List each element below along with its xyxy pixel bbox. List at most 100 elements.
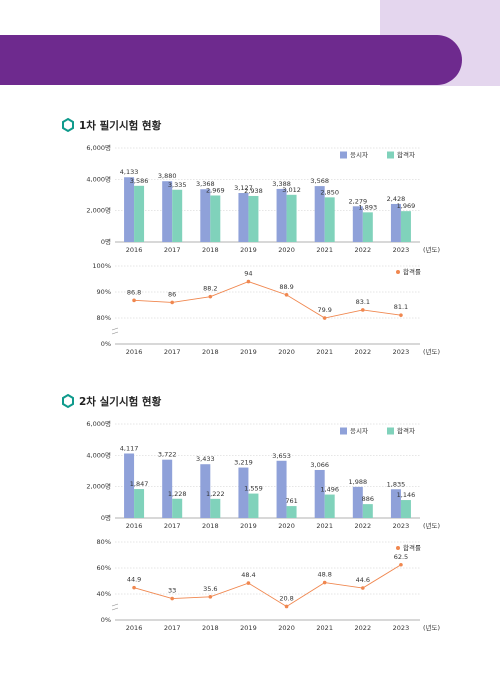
- value-label: 62.5: [394, 553, 408, 561]
- legend-label: 응시자: [350, 150, 368, 159]
- x-axis-label: (년도): [423, 347, 440, 356]
- bar: [162, 459, 173, 518]
- point: [132, 298, 136, 303]
- point: [284, 293, 289, 297]
- legend-label: 합격자: [397, 150, 415, 159]
- bar: [210, 195, 221, 242]
- bar: [210, 498, 221, 518]
- bar: [200, 189, 211, 242]
- value-label: 35.6: [203, 585, 217, 593]
- value-label: 1,496: [320, 486, 339, 494]
- value-label: 1,222: [206, 490, 225, 498]
- value-label: 3,368: [196, 180, 215, 188]
- y-tick-label: 2,000명: [86, 206, 111, 215]
- x-tick-label: 2019: [240, 522, 257, 530]
- value-label: 1,146: [397, 491, 416, 499]
- axis-break: [111, 327, 119, 331]
- y-tick-label: 4,000명: [86, 174, 111, 183]
- bar: [200, 464, 211, 518]
- value-label: 3,066: [310, 461, 329, 469]
- value-label: 88.2: [203, 285, 217, 293]
- value-label: 1,969: [397, 202, 416, 210]
- value-label: 86: [168, 290, 176, 298]
- point: [399, 562, 403, 567]
- value-label: 1,847: [130, 480, 149, 488]
- axis-break-gap: [112, 605, 118, 609]
- y-tick-label: 0%: [101, 616, 111, 624]
- x-tick-label: 2023: [393, 522, 410, 530]
- x-tick-label: 2019: [240, 246, 257, 254]
- y-tick-label: 2,000명: [86, 482, 111, 491]
- x-tick-label: 2016: [126, 348, 143, 356]
- x-tick-label: 2023: [393, 624, 410, 632]
- x-tick-label: 2016: [126, 522, 143, 530]
- bar: [400, 211, 411, 242]
- x-tick-label: 2020: [278, 522, 295, 530]
- bar: [352, 486, 363, 518]
- bar: [400, 500, 411, 518]
- value-label: 1,988: [349, 478, 368, 486]
- y-tick-label: 40%: [97, 590, 111, 598]
- x-tick-label: 2021: [316, 246, 333, 254]
- value-label: 1,893: [359, 203, 378, 211]
- value-label: 4,133: [120, 168, 139, 176]
- x-tick-label: 2022: [355, 348, 372, 356]
- x-tick-label: 2023: [393, 348, 410, 356]
- x-tick-label: 2021: [316, 348, 333, 356]
- bar: [172, 189, 183, 242]
- bar: [286, 194, 297, 242]
- legend-swatch: [396, 270, 400, 274]
- bar: [238, 193, 249, 242]
- axis-break: [111, 603, 119, 607]
- point: [322, 580, 327, 585]
- x-tick-label: 2020: [278, 624, 295, 632]
- value-label: 3,653: [272, 452, 291, 460]
- x-tick-label: 2017: [164, 246, 181, 254]
- value-label: 83.1: [356, 298, 370, 306]
- legend-swatch: [396, 546, 400, 550]
- value-label: 79.9: [317, 306, 331, 314]
- x-tick-label: 2019: [240, 348, 257, 356]
- value-label: 3,722: [158, 451, 177, 459]
- point: [361, 586, 365, 590]
- x-tick-label: 2022: [355, 624, 372, 632]
- value-label: 3,880: [158, 172, 177, 180]
- point: [361, 308, 365, 312]
- section-title: 1차 필기시험 현황: [79, 119, 162, 132]
- y-tick-label: 6,000명: [86, 143, 111, 152]
- legend-label: 응시자: [350, 426, 368, 435]
- value-label: 86.8: [127, 288, 141, 296]
- bar: [124, 177, 135, 242]
- point: [246, 581, 251, 585]
- legend-label: 합격률: [403, 267, 421, 276]
- x-tick-label: 2018: [202, 246, 219, 254]
- bar: [248, 493, 259, 518]
- value-label: 2,969: [206, 186, 225, 194]
- value-label: 761: [285, 497, 297, 505]
- banner: [0, 35, 462, 85]
- value-label: 3,012: [282, 186, 301, 194]
- x-tick-label: 2022: [355, 246, 372, 254]
- value-label: 48.8: [317, 571, 331, 579]
- x-tick-label: 2016: [126, 624, 143, 632]
- bar: [248, 195, 259, 242]
- axis-break: [111, 331, 119, 335]
- y-tick-label: 60%: [97, 564, 111, 572]
- y-tick-label: 6,000명: [86, 419, 111, 428]
- line: [133, 564, 402, 608]
- bar: [362, 212, 373, 242]
- axis-break: [111, 607, 119, 611]
- x-tick-label: 2017: [164, 522, 181, 530]
- legend-label: 합격률: [403, 543, 421, 552]
- value-label: 3,568: [310, 177, 329, 185]
- bar: [276, 460, 287, 518]
- x-axis-label: (년도): [423, 245, 440, 254]
- value-label: 81.1: [394, 303, 408, 311]
- bar: [314, 469, 325, 518]
- point: [246, 279, 251, 284]
- x-tick-label: 2022: [355, 522, 372, 530]
- value-label: 44.9: [127, 576, 141, 584]
- y-tick-label: 100%: [92, 262, 111, 270]
- bar: [134, 185, 145, 242]
